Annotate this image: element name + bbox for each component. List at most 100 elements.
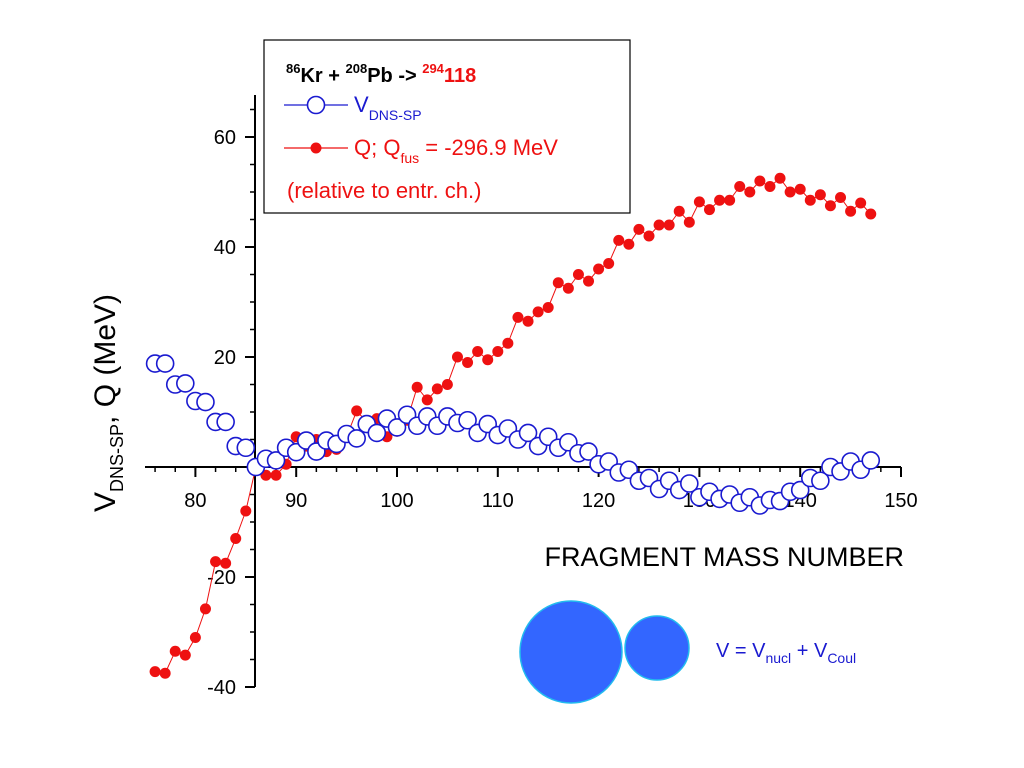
q-point bbox=[724, 194, 736, 206]
q-point bbox=[714, 194, 726, 206]
q-point bbox=[784, 186, 796, 198]
large-nucleus-sphere bbox=[519, 600, 623, 704]
y-tick-label: -40 bbox=[207, 677, 236, 699]
dns-point bbox=[236, 438, 256, 458]
q-point bbox=[411, 381, 423, 393]
potential-formula: V = Vnucl + VCoul bbox=[716, 640, 856, 666]
q-point bbox=[441, 379, 453, 390]
q-point bbox=[744, 186, 756, 198]
legend-dns-marker bbox=[306, 95, 326, 115]
q-point bbox=[623, 238, 635, 250]
x-axis-title: FRAGMENT MASS NUMBER bbox=[544, 542, 904, 572]
q-point bbox=[552, 277, 564, 289]
legend-q-rest: = -296.9 MeV bbox=[419, 135, 558, 160]
y-axis-title-main: V bbox=[89, 492, 122, 512]
q-point bbox=[482, 354, 494, 366]
dns-point bbox=[196, 392, 215, 412]
q-point bbox=[451, 351, 463, 363]
q-point bbox=[814, 189, 826, 201]
q-point bbox=[431, 383, 443, 395]
reaction-118: 118 bbox=[444, 65, 476, 87]
dns-point bbox=[579, 442, 598, 461]
legend-q-label: Q; Qfus = -296.9 MeV bbox=[354, 135, 558, 166]
q-point bbox=[583, 275, 595, 287]
q-point bbox=[673, 205, 685, 217]
x-tick-label: 120 bbox=[582, 490, 615, 512]
dns-point bbox=[387, 418, 407, 437]
dns-series-points bbox=[145, 354, 881, 515]
q-point bbox=[472, 346, 484, 357]
legend-q-main: Q; Q bbox=[354, 135, 400, 160]
legend-dns-label: VDNS-SP bbox=[354, 92, 422, 123]
reaction-pb: Pb -> bbox=[367, 65, 422, 87]
q-point bbox=[179, 649, 191, 661]
q-point bbox=[351, 405, 363, 417]
reaction-sup-pb: 208 bbox=[346, 61, 368, 76]
legend-dns-main: V bbox=[354, 92, 369, 117]
q-point bbox=[492, 346, 504, 357]
q-point bbox=[572, 269, 584, 280]
dns-point bbox=[176, 374, 195, 393]
legend-q-marker bbox=[310, 142, 322, 154]
y-tick-label: 40 bbox=[214, 237, 236, 259]
q-point bbox=[532, 306, 544, 318]
legend-note: (relative to entr. ch.) bbox=[287, 178, 481, 203]
q-point bbox=[522, 315, 534, 327]
q-point bbox=[653, 219, 665, 231]
q-point bbox=[804, 194, 816, 206]
dns-point bbox=[286, 442, 306, 462]
formula-sub-nucl: nucl bbox=[765, 650, 791, 666]
dns-point bbox=[790, 480, 810, 500]
q-point bbox=[502, 337, 514, 349]
q-series-points bbox=[149, 172, 877, 679]
formula-main: V = V bbox=[716, 640, 766, 662]
small-nucleus-sphere bbox=[624, 615, 690, 681]
q-point bbox=[683, 216, 695, 228]
y-ticks: -40 -20 20 40 60 bbox=[207, 108, 255, 699]
dns-point bbox=[811, 471, 830, 491]
q-point bbox=[230, 533, 242, 544]
y-tick-label: 20 bbox=[214, 347, 236, 369]
formula-mid: + V bbox=[791, 640, 828, 662]
dns-point bbox=[266, 451, 286, 470]
legend-q-sub: fus bbox=[400, 150, 419, 166]
q-point bbox=[764, 181, 776, 192]
x-tick-label: 150 bbox=[884, 490, 917, 512]
reaction-kr: Kr + bbox=[300, 65, 345, 87]
q-point bbox=[693, 196, 705, 208]
y-axis-title-rest: , Q (MeV) bbox=[89, 294, 122, 424]
dns-point bbox=[216, 412, 235, 432]
q-point bbox=[189, 632, 201, 643]
formula-sub-coul: Coul bbox=[827, 650, 856, 666]
q-point bbox=[270, 469, 282, 481]
reaction-sup-kr: 86 bbox=[286, 61, 300, 76]
q-point bbox=[613, 234, 625, 246]
dns-point bbox=[680, 474, 699, 493]
q-point bbox=[754, 175, 766, 187]
x-tick-label: 110 bbox=[482, 490, 514, 512]
q-point bbox=[593, 263, 605, 275]
q-point bbox=[603, 258, 615, 269]
y-axis-title-sub: DNS-SP bbox=[107, 424, 127, 492]
q-point bbox=[210, 556, 222, 568]
legend-reaction: 86Kr + 208Pb -> 294118 bbox=[286, 61, 476, 87]
q-point bbox=[562, 282, 574, 294]
q-point bbox=[159, 667, 171, 679]
q-point bbox=[845, 205, 857, 217]
q-point bbox=[824, 200, 836, 212]
dns-point bbox=[367, 423, 387, 443]
x-tick-label: 100 bbox=[380, 490, 413, 512]
reaction-sup-118: 294 bbox=[422, 61, 444, 76]
q-point bbox=[703, 204, 715, 216]
q-point bbox=[462, 357, 474, 368]
q-point bbox=[835, 192, 847, 203]
x-tick-label: 80 bbox=[184, 490, 206, 512]
q-point bbox=[794, 183, 806, 195]
q-point bbox=[169, 645, 181, 657]
q-point bbox=[774, 172, 786, 184]
q-point bbox=[633, 223, 645, 235]
q-point bbox=[512, 311, 524, 323]
q-point bbox=[149, 666, 161, 678]
q-point bbox=[643, 230, 655, 242]
q-point bbox=[663, 219, 675, 231]
